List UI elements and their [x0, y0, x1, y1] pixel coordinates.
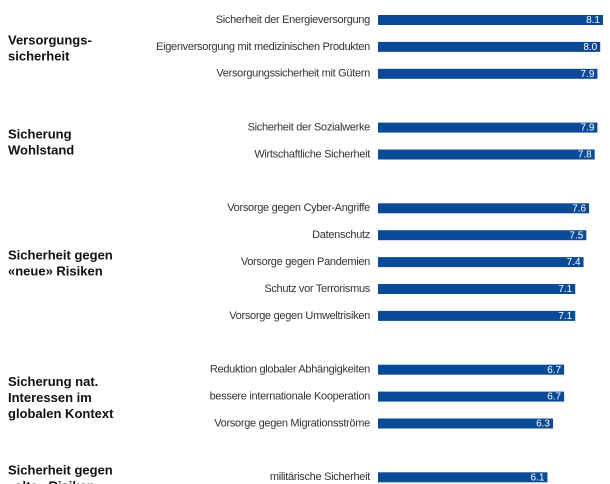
bar	[378, 391, 565, 402]
category-label: Reduktion globaler Abhängigkeiten	[210, 364, 370, 376]
category-label: Eigenversorgung mit medizinischen Produk…	[156, 41, 370, 53]
group-label: sicherheit	[8, 48, 70, 63]
bar	[378, 68, 598, 79]
category-label: Wirtschaftliche Sicherheit	[254, 148, 370, 160]
category-label: Datenschutz	[312, 229, 370, 241]
value-label: 7.4	[567, 257, 581, 268]
bar	[378, 472, 548, 483]
category-label: Vorsorge gegen Cyber-Angriffe	[227, 202, 370, 214]
value-label: 7.6	[572, 203, 586, 214]
group-label: Interessen im	[8, 390, 92, 405]
value-label: 7.9	[581, 123, 595, 134]
category-label: Vorsorge gegen Umweltrisiken	[229, 310, 370, 322]
value-label: 8.1	[586, 15, 600, 26]
value-label: 7.8	[578, 150, 592, 161]
value-label: 7.1	[558, 284, 572, 295]
category-label: militärische Sicherheit	[270, 471, 370, 483]
bar	[378, 257, 584, 268]
category-label: Vorsorge gegen Pandemien	[241, 256, 370, 268]
group-label: Sicherheit gegen	[8, 248, 113, 263]
value-label: 6.1	[531, 472, 545, 483]
bar	[378, 41, 601, 52]
value-label: 7.5	[569, 230, 583, 241]
group-label: globalen Kontext	[8, 406, 114, 421]
group-label: «neue» Risiken	[8, 264, 103, 279]
value-label: 6.7	[547, 392, 561, 403]
category-label: Versorgungssicherheit mit Gütern	[216, 68, 370, 80]
value-label: 7.9	[581, 69, 595, 80]
value-label: 6.3	[536, 419, 550, 430]
group-label: Sicherung nat.	[8, 374, 98, 389]
bar	[378, 15, 603, 25]
value-label: 8.0	[583, 42, 597, 53]
value-label: 7.1	[558, 311, 572, 322]
category-label: Schutz vor Terrorismus	[264, 283, 370, 295]
category-label: bessere internationale Kooperation	[210, 391, 371, 403]
group-label: Versorgungs-	[8, 32, 92, 47]
bar	[378, 418, 553, 429]
bar	[378, 230, 587, 241]
category-label: Sicherheit der Energieversorgung	[216, 14, 370, 26]
category-label: Sicherheit der Sozialwerke	[248, 122, 371, 134]
group-label: «alte» Risiken	[8, 479, 95, 484]
bar	[378, 203, 590, 214]
group-label: Wohlstand	[8, 142, 74, 157]
bar	[378, 284, 576, 294]
category-label: Vorsorge gegen Migrationsströme	[214, 417, 370, 429]
bar	[378, 310, 576, 321]
bar	[378, 364, 565, 375]
group-label: Sicherung	[8, 126, 72, 141]
bar	[378, 149, 595, 160]
bar	[378, 122, 598, 133]
value-label: 6.7	[547, 365, 561, 376]
group-label: Sicherheit gegen	[8, 463, 113, 478]
